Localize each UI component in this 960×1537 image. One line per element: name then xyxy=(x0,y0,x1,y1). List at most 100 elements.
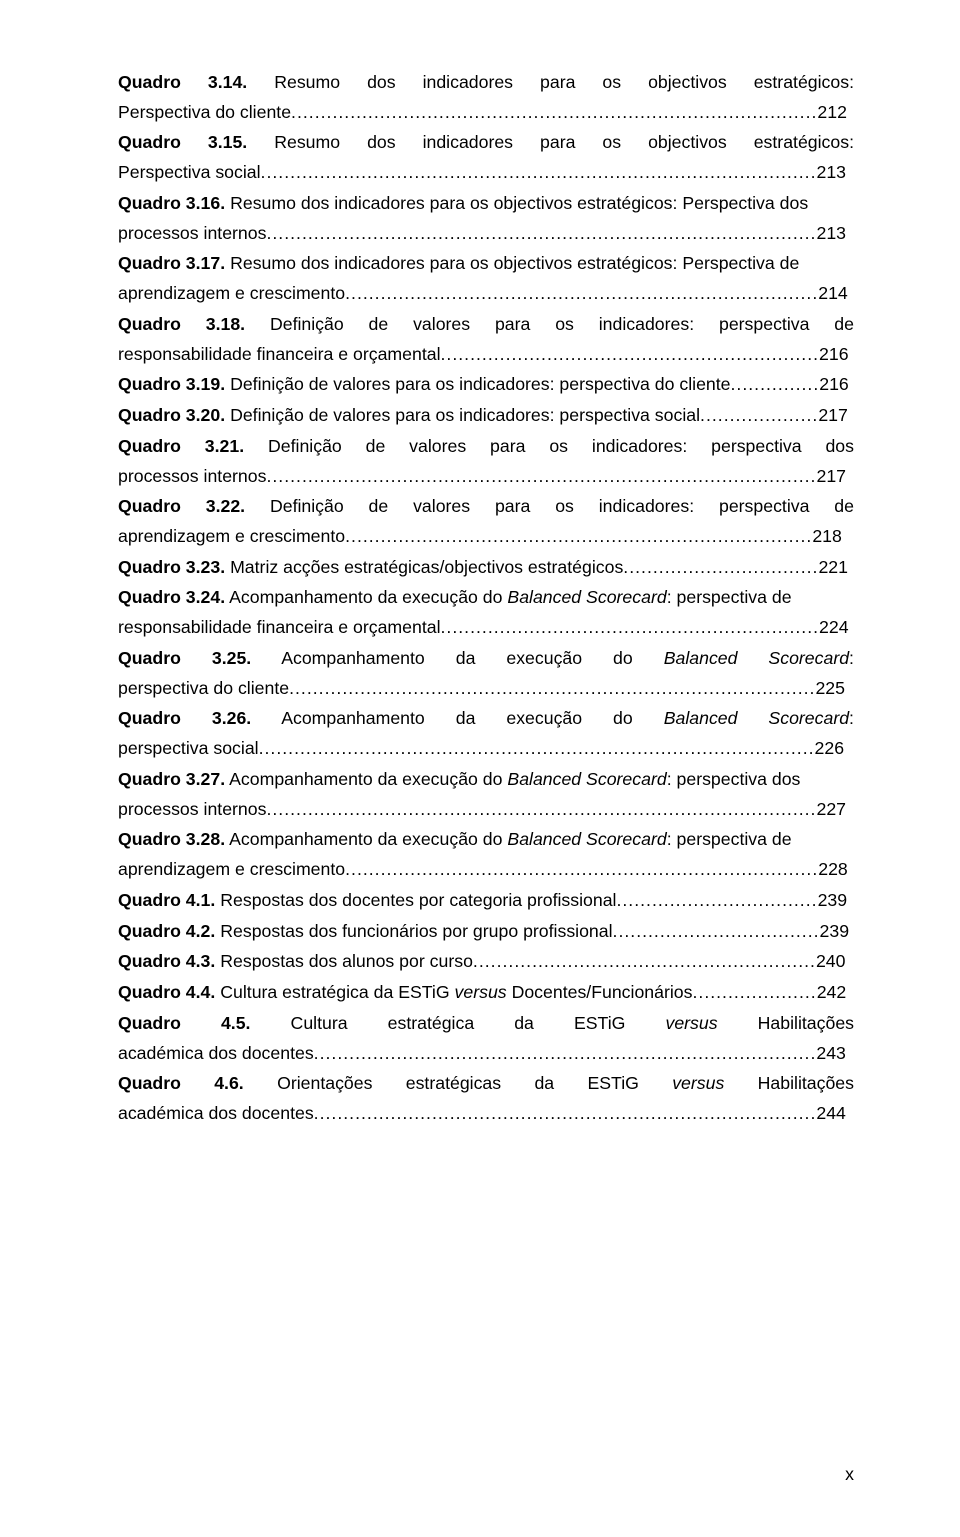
entry-title-cont: académica dos docentes xyxy=(118,1103,314,1123)
entry-title-cont: aprendizagem e crescimento xyxy=(118,283,345,303)
toc-entry: Quadro 3.19. Definição de valores para o… xyxy=(118,370,854,400)
entry-page: 214 xyxy=(818,283,848,303)
entry-title-mid: : perspectiva de xyxy=(667,829,792,849)
entry-line-2: académica dos docentes..................… xyxy=(118,1099,854,1129)
entry-title-italic: Balanced Scorecard xyxy=(507,769,666,789)
entry-title-mid: Habilitações xyxy=(718,1013,854,1033)
entry-line-2: perspectiva do cliente..................… xyxy=(118,674,854,704)
leader-dots: ........................................… xyxy=(266,223,816,243)
toc-entry: Quadro 3.16. Resumo dos indicadores para… xyxy=(118,189,854,248)
toc-entry: Quadro 3.20. Definição de valores para o… xyxy=(118,401,854,431)
leader-dots: ........................................… xyxy=(345,283,818,303)
entry-title-italic: Balanced Scorecard xyxy=(664,648,849,668)
entry-line-1: Quadro 3.14. Resumo dos indicadores para… xyxy=(118,68,854,98)
entry-title: Cultura estratégica da ESTiG xyxy=(291,1013,666,1033)
toc-entry: Quadro 3.23. Matriz acções estratégicas/… xyxy=(118,553,854,583)
leader-dots: ............... xyxy=(731,374,820,394)
entry-label: Quadro 4.2. xyxy=(118,921,220,941)
entry-title-mid: : perspectiva de xyxy=(667,587,792,607)
entry-label: Quadro 4.6. xyxy=(118,1073,244,1093)
entry-line-1: Quadro 3.26. Acompanhamento da execução … xyxy=(118,704,854,734)
toc-entry: Quadro 4.1. Respostas dos docentes por c… xyxy=(118,886,854,916)
entry-line-2: Perspectiva social......................… xyxy=(118,158,854,188)
toc-entry: Quadro 3.17. Resumo dos indicadores para… xyxy=(118,249,854,308)
entry-title-cont: perspectiva social xyxy=(118,738,259,758)
entry-line-2: processos internos......................… xyxy=(118,795,854,825)
entry-title-italic: versus xyxy=(455,982,507,1002)
entry-page: 239 xyxy=(820,921,850,941)
entry-page: 228 xyxy=(818,859,848,879)
entry-line-1: Quadro 3.25. Acompanhamento da execução … xyxy=(118,644,854,674)
entry-line-1: Quadro 3.17. Resumo dos indicadores para… xyxy=(118,249,854,279)
leader-dots: ........................................… xyxy=(266,466,816,486)
entry-line-1: Quadro 3.15. Resumo dos indicadores para… xyxy=(118,128,854,158)
entry-title-mid: : xyxy=(849,708,854,728)
toc-entry: Quadro 3.18. Definição de valores para o… xyxy=(118,310,854,369)
entry-label: Quadro 3.18. xyxy=(118,314,245,334)
toc-entry: Quadro 4.4. Cultura estratégica da ESTiG… xyxy=(118,978,854,1008)
entry-page: 244 xyxy=(816,1103,846,1123)
entry-title: Cultura estratégica da ESTiG xyxy=(220,982,454,1002)
toc-entry: Quadro 4.3. Respostas dos alunos por cur… xyxy=(118,947,854,977)
entry-title-mid: Habilitações xyxy=(724,1073,854,1093)
entry-title-cont: processos internos xyxy=(118,466,266,486)
toc-entry: Quadro 3.28. Acompanhamento da execução … xyxy=(118,825,854,884)
entry-line-1: Quadro 4.6. Orientações estratégicas da … xyxy=(118,1069,854,1099)
entry-title: Acompanhamento da execução do xyxy=(229,829,507,849)
toc-entry: Quadro 4.5. Cultura estratégica da ESTiG… xyxy=(118,1009,854,1068)
entry-line-2: Perspectiva do cliente..................… xyxy=(118,98,854,128)
entry-title: Definição de valores para os indicadores… xyxy=(270,496,854,516)
leader-dots: ........................................… xyxy=(441,617,820,637)
entry-title-cont: responsabilidade financeira e orçamental xyxy=(118,344,441,364)
entry-line-2: aprendizagem e crescimento..............… xyxy=(118,279,854,309)
entry-label: Quadro 4.1. xyxy=(118,890,220,910)
entry-page: 242 xyxy=(817,982,847,1002)
entry-page: 224 xyxy=(819,617,849,637)
leader-dots: ........................................… xyxy=(266,799,816,819)
leader-dots: ........................................… xyxy=(473,951,816,971)
entry-title-italic: versus xyxy=(665,1013,717,1033)
entry-page: 225 xyxy=(815,678,845,698)
entry-label: Quadro 4.3. xyxy=(118,951,220,971)
entry-line-2: processos internos......................… xyxy=(118,462,854,492)
entry-label: Quadro 3.16. xyxy=(118,193,225,213)
entry-label: Quadro 3.22. xyxy=(118,496,245,516)
entry-page: 216 xyxy=(819,344,849,364)
entry-label: Quadro 4.4. xyxy=(118,982,220,1002)
leader-dots: ................................... xyxy=(613,921,820,941)
entry-title: Definição de valores para os indicadores… xyxy=(270,314,854,334)
entry-page: 243 xyxy=(816,1043,846,1063)
toc-entry: Quadro 3.27. Acompanhamento da execução … xyxy=(118,765,854,824)
entry-line-2: perspectiva social......................… xyxy=(118,734,854,764)
entry-label: Quadro 3.20. xyxy=(118,405,230,425)
entry-page: 221 xyxy=(818,557,848,577)
entry-title: Resumo dos indicadores para os objectivo… xyxy=(230,193,808,213)
entry-line-2: responsabilidade financeira e orçamental… xyxy=(118,340,854,370)
entry-title: Acompanhamento da execução do xyxy=(281,708,664,728)
entry-page: 218 xyxy=(812,526,842,546)
entry-label: Quadro 4.5. xyxy=(118,1013,250,1033)
entry-label: Quadro 3.15. xyxy=(118,132,247,152)
entry-title-cont: aprendizagem e crescimento xyxy=(118,526,345,546)
entry-title-italic: Balanced Scorecard xyxy=(507,587,666,607)
leader-dots: ........................................… xyxy=(314,1103,817,1123)
leader-dots: .................................. xyxy=(616,890,817,910)
leader-dots: ........................................… xyxy=(314,1043,817,1063)
page-number: x xyxy=(845,1464,854,1485)
entry-line-1: Quadro 3.16. Resumo dos indicadores para… xyxy=(118,189,854,219)
entry-page: 213 xyxy=(816,162,846,182)
toc-entry: Quadro 3.14. Resumo dos indicadores para… xyxy=(118,68,854,127)
entry-title-mid: : perspectiva dos xyxy=(667,769,801,789)
toc-entry: Quadro 4.6. Orientações estratégicas da … xyxy=(118,1069,854,1128)
entry-label: Quadro 3.25. xyxy=(118,648,251,668)
list-of-tables: Quadro 3.14. Resumo dos indicadores para… xyxy=(118,68,854,1129)
entry-line-1: Quadro 3.28. Acompanhamento da execução … xyxy=(118,825,854,855)
entry-page: 240 xyxy=(816,951,846,971)
entry-page: 227 xyxy=(816,799,846,819)
entry-line-2: responsabilidade financeira e orçamental… xyxy=(118,613,854,643)
entry-label: Quadro 3.23. xyxy=(118,557,230,577)
entry-line-1: Quadro 4.5. Cultura estratégica da ESTiG… xyxy=(118,1009,854,1039)
entry-title: Definição de valores para os indicadores… xyxy=(268,436,854,456)
entry-title-italic: Balanced Scorecard xyxy=(507,829,666,849)
leader-dots: ........................................… xyxy=(289,678,815,698)
